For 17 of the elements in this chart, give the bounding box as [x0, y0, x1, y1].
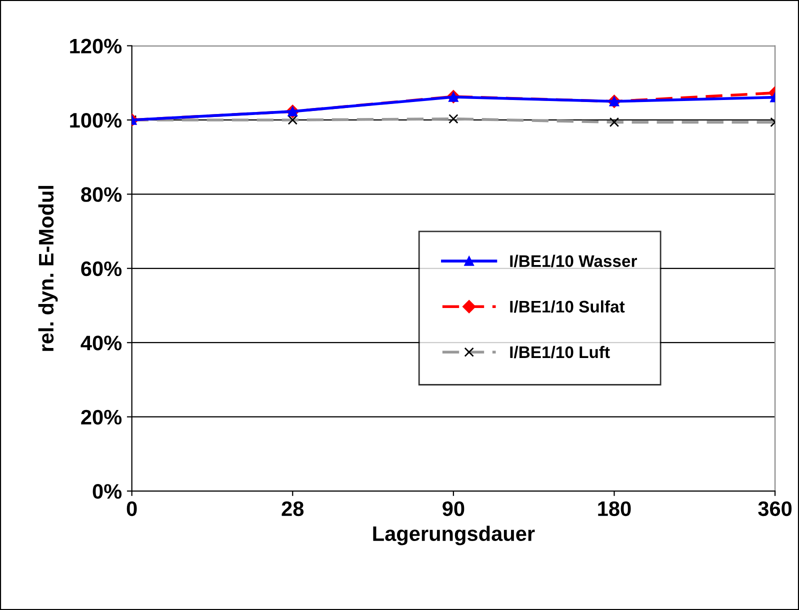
y-tick-label: 100%	[70, 112, 122, 128]
legend-label: I/BE1/10 Luft	[510, 346, 610, 358]
y-axis-title: rel. dyn. E-Modul	[38, 186, 58, 351]
legend-label: I/BE1/10 Sulfat	[510, 300, 625, 313]
y-tick-label: 60%	[81, 261, 122, 276]
x-axis-title: Lagerungsdauer	[373, 526, 535, 546]
x-tick-label: 0	[126, 501, 137, 516]
y-tick-label: 120%	[70, 38, 122, 54]
x-tick-label: 180	[598, 501, 631, 516]
x-tick-label: 28	[282, 501, 304, 516]
x-tick-label: 90	[442, 501, 464, 516]
y-tick-label: 20%	[81, 410, 122, 425]
y-tick-label: 40%	[80, 336, 122, 350]
y-tick-label: 80%	[81, 187, 122, 202]
y-tick-label: 0%	[92, 484, 122, 499]
x-tick-label: 360	[758, 501, 792, 516]
legend-label: I/BE1/10 Wasser	[510, 254, 637, 268]
